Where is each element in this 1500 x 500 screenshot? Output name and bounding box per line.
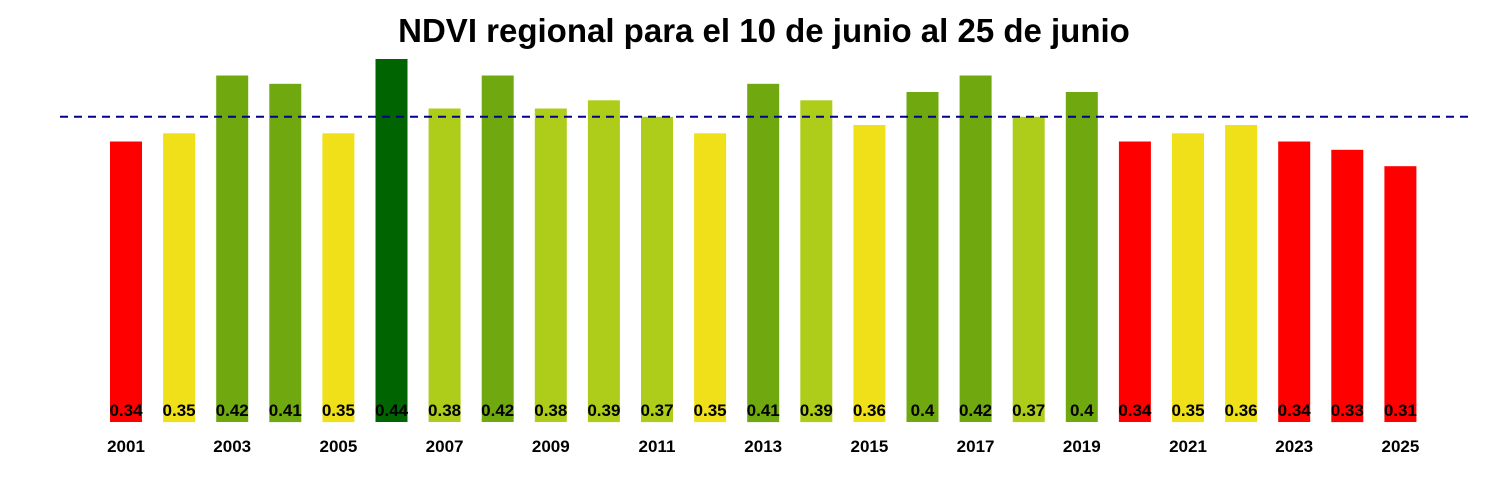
data-label-2024: 0.33 xyxy=(1331,401,1364,420)
data-label-2020: 0.34 xyxy=(1118,401,1152,420)
data-label-2001: 0.34 xyxy=(109,401,143,420)
bar-2021 xyxy=(1172,133,1204,423)
bar-2019 xyxy=(1065,92,1098,422)
data-label-2019: 0.4 xyxy=(1070,401,1094,420)
bars-layer xyxy=(110,59,1417,423)
bar-2024 xyxy=(1331,149,1364,423)
bar-2016 xyxy=(906,92,939,422)
x-tick-2025: 2025 xyxy=(1381,437,1419,456)
x-tick-2005: 2005 xyxy=(319,437,357,456)
data-label-2018: 0.37 xyxy=(1012,401,1045,420)
bar-2025 xyxy=(1384,166,1417,422)
bar-2018 xyxy=(1012,116,1045,423)
bar-2017 xyxy=(959,75,992,422)
bar-2003 xyxy=(216,75,249,422)
data-label-2014: 0.39 xyxy=(800,401,833,420)
bar-2013 xyxy=(747,83,780,423)
data-label-2011: 0.37 xyxy=(640,401,673,420)
data-label-2004: 0.41 xyxy=(269,401,302,420)
chart-title: NDVI regional para el 10 de junio al 25 … xyxy=(398,12,1130,49)
x-tick-2017: 2017 xyxy=(957,437,995,456)
bar-2008 xyxy=(481,75,514,422)
x-tick-2007: 2007 xyxy=(426,437,464,456)
bar-2023 xyxy=(1278,141,1311,422)
data-label-2013: 0.41 xyxy=(747,401,780,420)
data-label-2010: 0.39 xyxy=(587,401,620,420)
bar-2012 xyxy=(694,133,727,423)
x-tick-2001: 2001 xyxy=(107,437,145,456)
bar-2011 xyxy=(641,116,673,423)
x-tick-2011: 2011 xyxy=(639,437,676,456)
bar-2001 xyxy=(110,141,142,422)
data-label-2015: 0.36 xyxy=(853,401,886,420)
data-label-2003: 0.42 xyxy=(216,401,249,420)
data-label-2008: 0.42 xyxy=(481,401,514,420)
x-tick-2003: 2003 xyxy=(213,437,251,456)
data-label-2007: 0.38 xyxy=(428,401,461,420)
data-label-2005: 0.35 xyxy=(322,401,355,420)
bar-2020 xyxy=(1118,141,1151,422)
data-label-2022: 0.36 xyxy=(1225,401,1258,420)
bar-2007 xyxy=(428,108,461,422)
x-tick-2023: 2023 xyxy=(1275,437,1313,456)
bar-2015 xyxy=(853,125,886,422)
x-tick-2015: 2015 xyxy=(850,437,888,456)
data-label-2002: 0.35 xyxy=(163,401,196,420)
data-label-2006: 0.44 xyxy=(375,401,409,420)
bar-2009 xyxy=(534,108,567,422)
bar-2010 xyxy=(587,100,620,423)
bar-2002 xyxy=(163,133,196,423)
data-label-2016: 0.4 xyxy=(911,401,935,420)
bar-2014 xyxy=(800,100,833,423)
x-tick-2009: 2009 xyxy=(532,437,570,456)
x-tick-2021: 2021 xyxy=(1169,437,1207,456)
bar-2006 xyxy=(375,59,408,422)
data-label-2025: 0.31 xyxy=(1384,401,1417,420)
bar-2005 xyxy=(322,133,355,423)
data-label-2023: 0.34 xyxy=(1278,401,1312,420)
data-label-2017: 0.42 xyxy=(959,401,992,420)
x-tick-labels-layer: 2001 2003 2005 2007 2009 2011 2013 2015 2017 2019… xyxy=(107,437,1419,456)
x-tick-2013: 2013 xyxy=(744,437,782,456)
bar-2022 xyxy=(1225,125,1258,422)
bar-2004 xyxy=(269,83,302,423)
x-tick-2019: 2019 xyxy=(1063,437,1101,456)
data-label-2012: 0.35 xyxy=(694,401,727,420)
data-label-2009: 0.38 xyxy=(534,401,567,420)
data-labels-layer: 0.34 0.35 0.42 0.41 0.35 0.44 0.38 0.42 0.38 0.39… xyxy=(109,401,1416,420)
data-label-2021: 0.35 xyxy=(1171,401,1204,420)
